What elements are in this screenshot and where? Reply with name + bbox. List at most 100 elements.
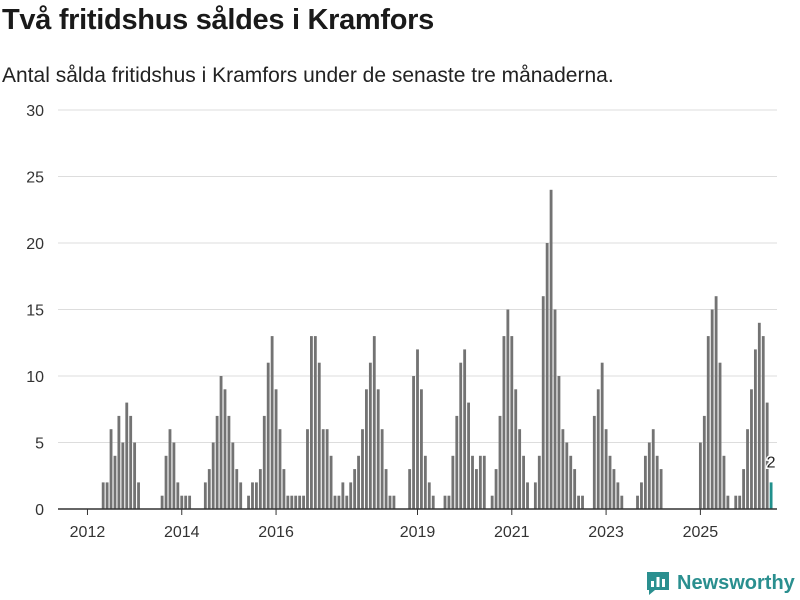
bar [431, 495, 435, 509]
bar [722, 455, 726, 509]
bar [596, 389, 600, 509]
bar [746, 429, 749, 509]
bar [129, 415, 133, 509]
bar [427, 482, 431, 509]
bar [651, 429, 655, 509]
bar [620, 495, 624, 509]
y-tick-label: 25 [26, 170, 44, 187]
bar [109, 429, 113, 509]
bar [636, 495, 639, 509]
bar [337, 495, 341, 509]
bar [541, 296, 545, 509]
x-tick-label: 2021 [494, 524, 530, 541]
bar [647, 442, 651, 509]
bar [765, 402, 769, 509]
bar [113, 455, 117, 509]
bar [345, 495, 349, 509]
bar [133, 442, 137, 509]
x-tick-label: 2019 [400, 524, 436, 541]
bar [565, 442, 569, 509]
bar [290, 495, 294, 509]
bar [423, 455, 427, 509]
bar [467, 402, 470, 509]
newsworthy-icon [647, 572, 669, 595]
bar [702, 415, 706, 509]
bar [294, 495, 298, 509]
bar [600, 362, 604, 509]
bar [757, 322, 761, 509]
bar [526, 482, 529, 509]
bar [125, 402, 129, 509]
bar [537, 455, 541, 509]
bar [498, 415, 502, 509]
bar [416, 349, 419, 509]
bar [376, 389, 380, 509]
bar [306, 429, 309, 509]
bar [372, 336, 376, 509]
bar [459, 362, 463, 509]
bar [258, 469, 262, 509]
bar [310, 336, 313, 509]
bar [274, 389, 278, 509]
chart-subtitle: Antal sålda fritidshus i Kramfors under … [2, 64, 614, 87]
bar [160, 495, 164, 509]
bar [270, 336, 274, 509]
bar [510, 336, 514, 509]
bar [302, 495, 305, 509]
bar [235, 469, 239, 509]
bar [286, 495, 290, 509]
bar [514, 389, 518, 509]
bar [325, 429, 329, 509]
bar [769, 482, 773, 509]
bar [408, 469, 412, 509]
bar [718, 362, 722, 509]
brand-name: Newsworthy [677, 571, 795, 594]
y-tick-label: 0 [35, 502, 44, 519]
x-tick-label: 2023 [588, 524, 624, 541]
bar [380, 429, 384, 509]
bar [168, 429, 172, 509]
bar [698, 442, 702, 509]
bar [298, 495, 302, 509]
bar [101, 482, 105, 509]
bar [317, 362, 321, 509]
newsworthy-logo: Newsworthy [645, 570, 795, 596]
bar [545, 243, 549, 509]
bars [101, 189, 773, 510]
bar [211, 442, 215, 509]
bar [412, 376, 415, 509]
bar [251, 482, 254, 509]
bar [329, 455, 333, 509]
bar [223, 389, 227, 509]
bar [137, 482, 140, 509]
bar [604, 429, 608, 509]
bar [117, 415, 121, 509]
bar [643, 455, 647, 509]
bar [734, 495, 738, 509]
y-tick-label: 5 [35, 436, 44, 453]
bar [184, 495, 188, 509]
bar [207, 469, 211, 509]
y-tick-label: 20 [26, 236, 44, 253]
bar [231, 442, 235, 509]
bar [365, 389, 368, 509]
bar [640, 482, 643, 509]
bar [522, 455, 525, 509]
bar [219, 376, 223, 509]
bar [164, 455, 168, 509]
x-tick-label: 2014 [164, 524, 200, 541]
bar [255, 482, 258, 509]
bar [266, 362, 270, 509]
bar [172, 442, 176, 509]
bar [761, 336, 765, 509]
bar [353, 469, 357, 509]
bar [313, 336, 317, 509]
bar [714, 296, 718, 509]
bar [616, 482, 620, 509]
last-value-label: 2 [767, 454, 776, 471]
bar [463, 349, 467, 509]
bar [447, 495, 451, 509]
bar [341, 482, 345, 509]
bar [321, 429, 325, 509]
